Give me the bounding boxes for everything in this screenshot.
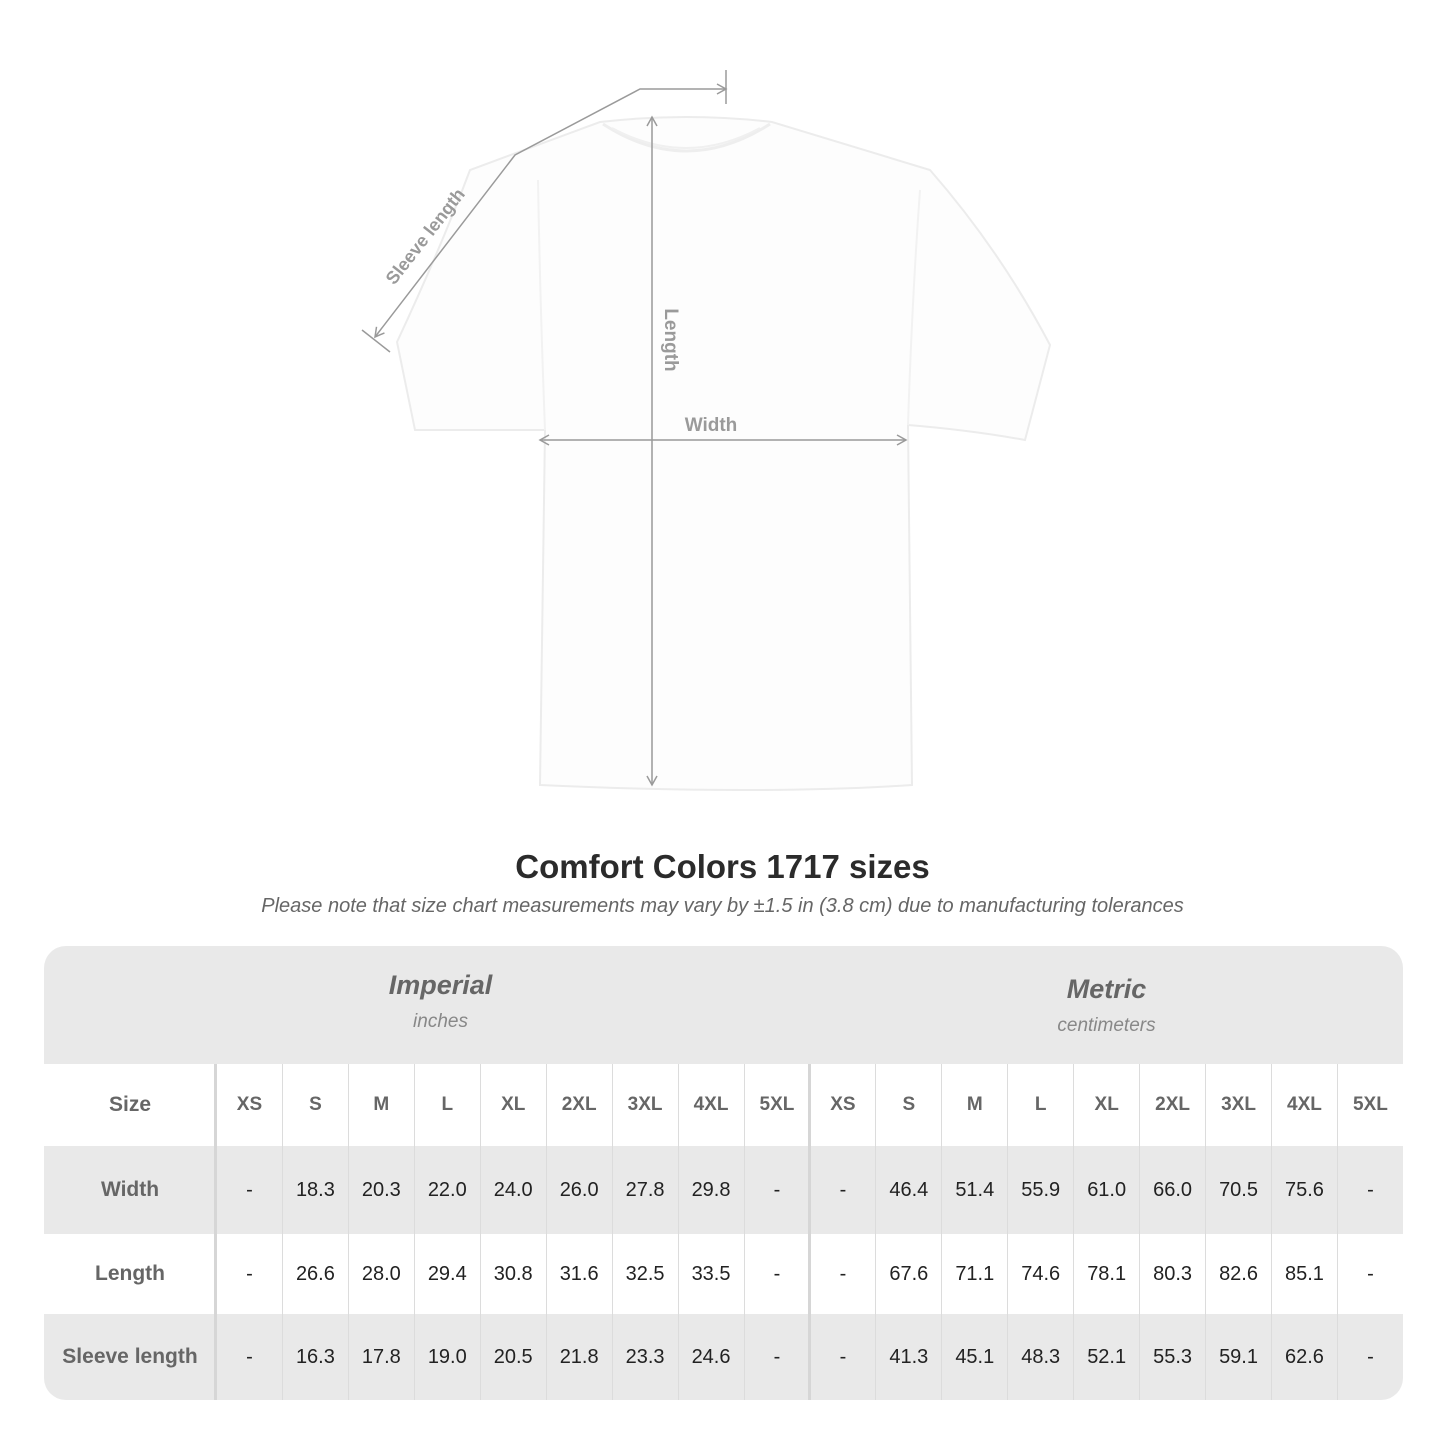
imperial-value-cell: -: [743, 1314, 810, 1400]
metric-value-cell: 85.1: [1271, 1234, 1337, 1314]
metric-value-cell: 59.1: [1205, 1314, 1271, 1400]
metric-value-cell: 71.1: [941, 1234, 1007, 1314]
imperial-value-cell: 29.8: [677, 1146, 744, 1234]
imperial-size-header: M: [347, 1064, 414, 1146]
imperial-value-cell: 17.8: [347, 1314, 414, 1400]
metric-size-header: M: [941, 1064, 1007, 1146]
label-divider: [214, 1064, 217, 1400]
metric-value-cell: -: [1336, 1234, 1403, 1314]
imperial-value-cell: 18.3: [281, 1146, 348, 1234]
metric-value-cell: 55.9: [1007, 1146, 1073, 1234]
table-row: Sleeve length -16.3 17.8 19.0 20.5 21.8 23.3 24…: [44, 1314, 1403, 1400]
metric-value-cell: 78.1: [1073, 1234, 1139, 1314]
imperial-value-cell: 20.3: [347, 1146, 414, 1234]
imperial-unit: inches: [413, 1011, 468, 1032]
imperial-value-cell: 30.8: [479, 1234, 546, 1314]
table-row: Width -18.3 20.3 22.0 24.0 26.0 27.8 29.8- -46.4…: [44, 1146, 1403, 1234]
metric-value-cell: 61.0: [1073, 1146, 1139, 1234]
imperial-label: Imperial: [388, 970, 493, 1000]
metric-value-cell: 82.6: [1205, 1234, 1271, 1314]
metric-size-header: XL: [1073, 1064, 1139, 1146]
metric-group: Metric centimeters: [810, 974, 1403, 1037]
size-column-label: Size: [108, 1093, 152, 1116]
width-label: Width: [685, 415, 738, 436]
imperial-value-cell: 23.3: [611, 1314, 678, 1400]
table-header: Imperial inches Metric centimeters: [44, 946, 1403, 1064]
metric-value-cell: -: [809, 1234, 875, 1314]
metric-value-cell: -: [809, 1146, 875, 1234]
imperial-value-cell: 22.0: [413, 1146, 480, 1234]
metric-value-cell: -: [809, 1314, 875, 1400]
metric-size-header: XS: [809, 1064, 875, 1146]
metric-value-cell: 67.6: [875, 1234, 941, 1314]
imperial-value-cell: 26.6: [281, 1234, 348, 1314]
metric-value-cell: 74.6: [1007, 1234, 1073, 1314]
unit-divider: [808, 1064, 811, 1400]
imperial-value-cell: 32.5: [611, 1234, 678, 1314]
row-label: Width: [100, 1178, 160, 1201]
imperial-size-header: 5XL: [743, 1064, 810, 1146]
imperial-value-cell: 28.0: [347, 1234, 414, 1314]
metric-value-cell: -: [1336, 1146, 1403, 1234]
metric-value-cell: 80.3: [1139, 1234, 1205, 1314]
metric-value-cell: 70.5: [1205, 1146, 1271, 1234]
imperial-value-cell: -: [216, 1314, 282, 1400]
metric-value-cell: 75.6: [1271, 1146, 1337, 1234]
metric-size-header: 3XL: [1205, 1064, 1271, 1146]
imperial-size-header: XS: [216, 1064, 282, 1146]
metric-size-header: S: [875, 1064, 941, 1146]
chart-title: Comfort Colors 1717 sizes: [515, 848, 930, 885]
metric-value-cell: 55.3: [1139, 1314, 1205, 1400]
imperial-size-header: 3XL: [611, 1064, 678, 1146]
metric-value-cell: -: [1336, 1314, 1403, 1400]
imperial-size-header: S: [281, 1064, 348, 1146]
imperial-value-cell: 16.3: [281, 1314, 348, 1400]
imperial-size-header: XL: [479, 1064, 546, 1146]
imperial-value-cell: 31.6: [545, 1234, 612, 1314]
metric-label: Metric: [1066, 974, 1147, 1004]
metric-size-header: 2XL: [1139, 1064, 1205, 1146]
imperial-value-cell: 20.5: [479, 1314, 546, 1400]
length-label: Length: [660, 308, 681, 371]
imperial-value-cell: -: [216, 1234, 282, 1314]
metric-value-cell: 41.3: [875, 1314, 941, 1400]
metric-value-cell: 62.6: [1271, 1314, 1337, 1400]
imperial-group: Imperial inches: [216, 970, 665, 1033]
imperial-value-cell: 33.5: [677, 1234, 744, 1314]
imperial-value-cell: 27.8: [611, 1146, 678, 1234]
row-label: Length: [95, 1262, 165, 1285]
imperial-value-cell: 19.0: [413, 1314, 480, 1400]
imperial-size-header: 2XL: [545, 1064, 612, 1146]
tolerance-note: Please note that size chart measurements…: [261, 895, 1184, 917]
metric-value-cell: 46.4: [875, 1146, 941, 1234]
metric-value-cell: 45.1: [941, 1314, 1007, 1400]
imperial-value-cell: 29.4: [413, 1234, 480, 1314]
metric-value-cell: 48.3: [1007, 1314, 1073, 1400]
size-header-row: Size XS S M L XL 2XL 3XL 4XL 5XL XS S M L XL 2XL 3XL 4XL 5…: [44, 1064, 1403, 1146]
tshirt-diagram: Sleeve length Length Width: [361, 70, 1052, 791]
imperial-value-cell: 21.8: [545, 1314, 612, 1400]
size-table: Imperial inches Metric centimeters Size X…: [44, 946, 1403, 1400]
imperial-value-cell: -: [743, 1234, 810, 1314]
imperial-value-cell: 24.6: [677, 1314, 744, 1400]
metric-value-cell: 52.1: [1073, 1314, 1139, 1400]
metric-value-cell: 66.0: [1139, 1146, 1205, 1234]
imperial-value-cell: -: [216, 1146, 282, 1234]
metric-value-cell: 51.4: [941, 1146, 1007, 1234]
imperial-value-cell: 24.0: [479, 1146, 546, 1234]
metric-size-header: 5XL: [1336, 1064, 1403, 1146]
metric-size-header: L: [1007, 1064, 1073, 1146]
metric-size-header: 4XL: [1271, 1064, 1337, 1146]
imperial-value-cell: -: [743, 1146, 810, 1234]
table-row: Length -26.6 28.0 29.4 30.8 31.6 32.5 33.5- -67.…: [44, 1234, 1403, 1314]
imperial-value-cell: 26.0: [545, 1146, 612, 1234]
metric-unit: centimeters: [1057, 1015, 1156, 1036]
sleeve-length-line: [374, 83, 728, 339]
tshirt-shape: [395, 116, 1052, 791]
imperial-size-header: L: [413, 1064, 480, 1146]
imperial-size-header: 4XL: [677, 1064, 744, 1146]
row-label: Sleeve length: [62, 1345, 198, 1368]
